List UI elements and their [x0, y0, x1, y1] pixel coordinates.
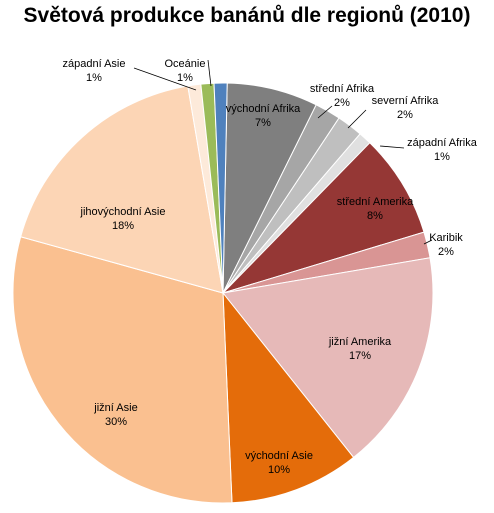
leader-line-10	[133, 67, 197, 91]
slice-label-4: střední Amerika	[337, 196, 414, 208]
slice-value-8: 30%	[105, 416, 127, 428]
pie-slice-7	[222, 291, 355, 504]
slice-label-7: východní Asie	[245, 450, 313, 462]
slice-value-2: 2%	[397, 109, 413, 121]
leader-line-1	[317, 105, 333, 119]
slice-value-4: 8%	[367, 210, 383, 222]
slice-label-6: jižní Amerika	[328, 336, 392, 348]
chart-title: Světová produkce banánů dle regionů (201…	[23, 4, 471, 27]
slice-label-1: střední Afrika	[310, 83, 375, 95]
slices-layer	[12, 82, 434, 504]
slice-value-9: 18%	[112, 220, 134, 232]
slice-label-5: Karibik	[429, 232, 463, 244]
slice-label-11: Oceánie	[165, 58, 206, 70]
leader-line-11	[207, 59, 212, 87]
pie-slice-8	[12, 236, 233, 504]
slice-label-2: severní Afrika	[372, 95, 440, 107]
labels-layer: východní Afrika 7% střední Afrika 2% severní…	[63, 58, 478, 476]
leader-line-2	[347, 109, 367, 129]
slice-label-0: východní Afrika	[226, 103, 301, 115]
pie-slice-9	[20, 85, 224, 294]
pie-slice-4	[222, 142, 425, 294]
slice-value-7: 10%	[268, 464, 290, 476]
leader-line-5	[423, 239, 433, 245]
leader-line-3	[379, 145, 405, 149]
slice-label-3: západní Afrika	[407, 137, 478, 149]
slice-label-9: jihovýchodní Asie	[80, 206, 166, 218]
slice-label-10: západní Asie	[63, 58, 126, 70]
pie-slice-6	[222, 257, 434, 459]
pie-slice-12	[213, 82, 228, 294]
slice-value-5: 2%	[438, 246, 454, 258]
slice-value-11: 1%	[177, 72, 193, 84]
slice-value-1: 2%	[334, 97, 350, 109]
slice-label-8: jižní Asie	[93, 402, 137, 414]
slice-value-6: 17%	[349, 350, 371, 362]
slice-value-3: 1%	[434, 151, 450, 163]
slice-value-0: 7%	[255, 117, 271, 129]
slice-value-10: 1%	[86, 72, 102, 84]
